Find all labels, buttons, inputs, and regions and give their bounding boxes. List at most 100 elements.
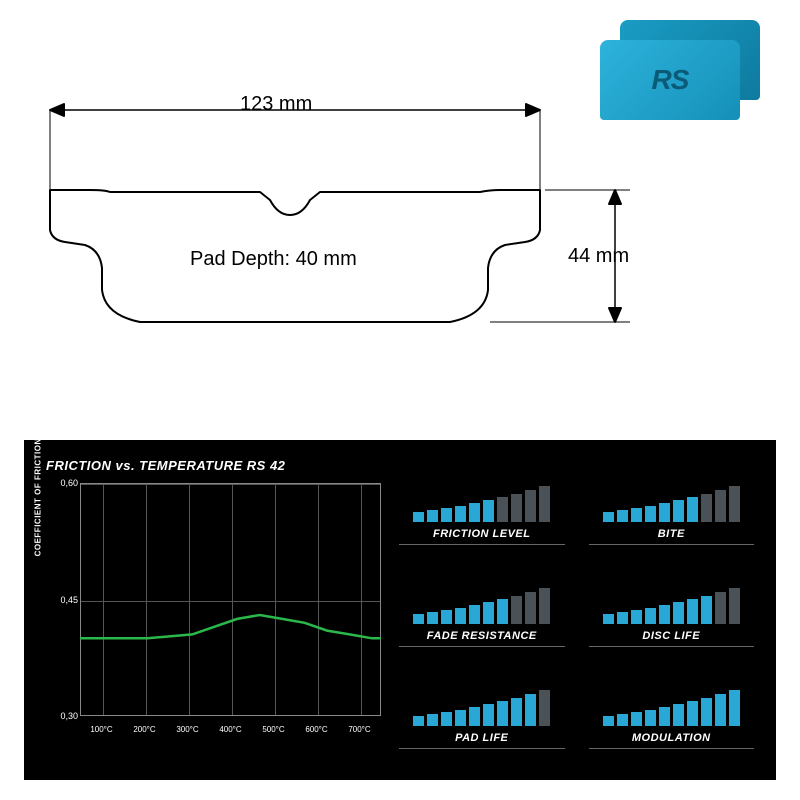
friction-chart: FRICTION vs. TEMPERATURE RS 42 COEFFICIE… (46, 458, 381, 762)
rating-bar (603, 716, 614, 726)
x-tick: 700°C (348, 725, 370, 734)
rating-bar (617, 714, 628, 726)
rating-bar (469, 605, 480, 624)
rating-bar (469, 707, 480, 726)
x-tick: 600°C (305, 725, 327, 734)
width-dimension: 123 mm (240, 93, 312, 116)
pad-outline-svg (30, 90, 650, 390)
rating-disc-life: DISC LIFE (589, 574, 755, 660)
technical-diagram: 123 mm Pad Depth: 40 mm 44 mm (30, 90, 650, 390)
rating-bar (603, 614, 614, 624)
rating-bar (673, 500, 684, 522)
rating-label: FRICTION LEVEL (433, 528, 530, 540)
rating-bars (413, 486, 550, 522)
rating-bar (455, 608, 466, 624)
rating-bar (603, 512, 614, 522)
chart-title: FRICTION vs. TEMPERATURE RS 42 (46, 458, 381, 473)
rating-label: MODULATION (632, 732, 711, 744)
rating-bar (659, 605, 670, 624)
rating-bar (715, 592, 726, 624)
rating-bars (413, 588, 550, 624)
x-tick: 400°C (219, 725, 241, 734)
rating-bar (483, 704, 494, 726)
rating-bar (729, 588, 740, 624)
rating-bar (673, 704, 684, 726)
rating-bar (645, 710, 656, 726)
rating-bar (701, 494, 712, 522)
y-axis-label: COEFFICIENT OF FRICTION (34, 438, 43, 556)
rating-bar (441, 508, 452, 522)
rating-bar (427, 510, 438, 522)
rating-underline (399, 748, 565, 749)
rating-fade-resistance: FADE RESISTANCE (399, 574, 565, 660)
rating-bar (631, 610, 642, 624)
rating-bar (673, 602, 684, 624)
rating-bar (525, 592, 536, 624)
rating-bar (483, 500, 494, 522)
rating-bar (427, 612, 438, 624)
rating-bar (413, 716, 424, 726)
rating-bar (645, 608, 656, 624)
rating-underline (589, 544, 755, 545)
rating-bar (525, 694, 536, 726)
rs-logo: RS (652, 64, 689, 96)
rating-bar (701, 596, 712, 624)
rating-bar (497, 701, 508, 726)
rating-label: DISC LIFE (642, 630, 700, 642)
chart-box: COEFFICIENT OF FRICTION 0,300,450,60 100… (46, 483, 381, 738)
rating-bar (715, 694, 726, 726)
rating-bar (659, 503, 670, 522)
rating-bar (631, 508, 642, 522)
rating-bar (539, 690, 550, 726)
rating-underline (399, 544, 565, 545)
rating-bar (687, 701, 698, 726)
rating-bar (511, 596, 522, 624)
performance-panel: FRICTION vs. TEMPERATURE RS 42 COEFFICIE… (24, 440, 776, 780)
rating-bar (715, 490, 726, 522)
rating-label: FADE RESISTANCE (427, 630, 537, 642)
rating-bar (729, 690, 740, 726)
rating-bars (603, 486, 740, 522)
rating-bar (539, 588, 550, 624)
y-tick: 0,30 (56, 711, 78, 721)
rating-bars (603, 690, 740, 726)
rating-bar (659, 707, 670, 726)
rating-bar (617, 510, 628, 522)
x-tick: 100°C (90, 725, 112, 734)
rating-bar (497, 497, 508, 522)
rating-bar (413, 614, 424, 624)
rating-bar (525, 490, 536, 522)
rating-underline (589, 646, 755, 647)
rating-bar (441, 610, 452, 624)
rating-bar (631, 712, 642, 726)
plot-area (80, 483, 381, 716)
rating-bar (687, 497, 698, 522)
rating-bar (645, 506, 656, 522)
top-section: RS 123 mm Pad Depth: 40 (0, 0, 800, 420)
x-tick: 500°C (262, 725, 284, 734)
depth-dimension: Pad Depth: 40 mm (190, 248, 357, 271)
rating-bar (483, 602, 494, 624)
rating-bar (511, 698, 522, 726)
rating-bar (455, 506, 466, 522)
rating-underline (589, 748, 755, 749)
rating-bar (413, 512, 424, 522)
rating-bars (413, 690, 550, 726)
rating-label: PAD LIFE (455, 732, 508, 744)
ratings-grid: FRICTION LEVEL BITE FADE RESISTANCE DISC LI… (399, 458, 754, 762)
rating-friction-level: FRICTION LEVEL (399, 472, 565, 558)
rating-bars (603, 588, 740, 624)
rating-bar (427, 714, 438, 726)
rating-bar (455, 710, 466, 726)
rating-bar (469, 503, 480, 522)
y-tick: 0,45 (56, 595, 78, 605)
rating-label: BITE (658, 528, 685, 540)
rating-bar (441, 712, 452, 726)
x-tick: 200°C (133, 725, 155, 734)
rating-bar (687, 599, 698, 624)
height-dimension: 44 mm (568, 245, 629, 268)
rating-underline (399, 646, 565, 647)
rating-modulation: MODULATION (589, 676, 755, 762)
rating-bar (539, 486, 550, 522)
rating-bite: BITE (589, 472, 755, 558)
